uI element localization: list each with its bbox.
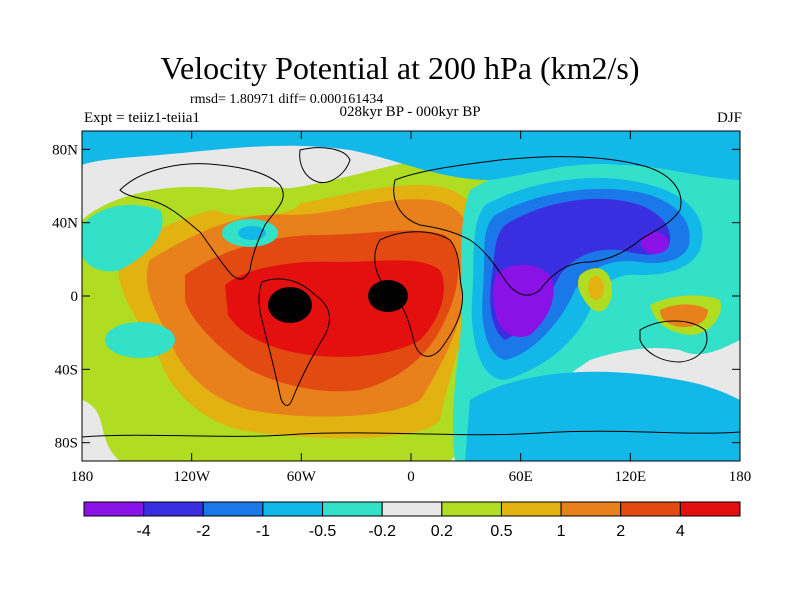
coast-eurasia: [393, 156, 682, 296]
fill-neg-south: [465, 371, 740, 461]
coastlines: [82, 147, 740, 438]
colorbar-swatch: [441, 501, 502, 517]
colorbar-swatch: [83, 501, 145, 517]
colorbar-label: -4: [137, 523, 151, 540]
lat-tick-label: 40N: [52, 216, 78, 232]
period-label: 028kyr BP - 000kyr BP: [339, 104, 481, 120]
fill-pos-mc-inner: [588, 276, 604, 300]
colorbar-label: -0.2: [368, 523, 396, 540]
stats-label: rmsd= 1.80971 diff= 0.000161434: [190, 92, 384, 107]
lon-tick-label: 60W: [287, 469, 317, 485]
colorbar-swatch: [500, 501, 562, 517]
lon-tick-label: 180: [729, 469, 752, 485]
plot-title: Velocity Potential at 200 hPa (km2/s): [160, 50, 640, 86]
fill-neg-north: [82, 131, 740, 180]
fill-pos-natl: [205, 187, 303, 216]
colorbar-swatch: [620, 501, 681, 517]
colorbar-label: -0.5: [309, 523, 337, 540]
colorbar-swatch: [560, 501, 622, 517]
lon-tick-label: 0: [407, 469, 415, 485]
fill-neg-epac: [105, 322, 175, 358]
lon-tick-label: 120W: [173, 469, 211, 485]
colorbar-label: 4: [676, 523, 685, 540]
lon-axis: 180 120W 60W 0 60E 120E 180: [71, 131, 752, 485]
colorbar: -4 -2 -1 -0.5 -0.2 0.2 0.5 1 2 4: [83, 501, 741, 540]
coast-africa: [374, 231, 464, 357]
lon-tick-label: 60E: [509, 469, 533, 485]
coast-north-america: [119, 163, 284, 280]
fill-pos-max-2: [368, 280, 408, 312]
lat-tick-label: 40S: [55, 362, 78, 378]
lat-tick-label: 80N: [52, 142, 78, 158]
lon-tick-label: 120E: [614, 469, 646, 485]
colorbar-swatch: [322, 501, 383, 517]
fill-neg-natl-inner: [238, 226, 266, 240]
lat-tick-label: 80S: [55, 436, 78, 452]
coast-greenland: [299, 147, 351, 184]
colorbar-swatch: [381, 501, 443, 517]
lon-tick-label: 180: [71, 469, 94, 485]
experiment-label: Expt = teiiz1-teiia1: [84, 110, 200, 126]
colorbar-swatch: [262, 501, 324, 517]
colorbar-label: 0.2: [431, 523, 453, 540]
lat-axis: 80N 40N 0 40S 80S: [52, 142, 740, 452]
colorbar-label: 2: [616, 523, 625, 540]
fill-neg-4: [493, 264, 554, 338]
coast-antarctica: [82, 430, 740, 438]
coast-australia: [639, 320, 708, 363]
lat-tick-label: 0: [71, 289, 79, 305]
contour-field: [82, 131, 740, 461]
colorbar-swatch: [143, 501, 204, 517]
season-label: DJF: [716, 110, 742, 126]
colorbar-label: 1: [557, 523, 566, 540]
colorbar-swatch: [202, 501, 264, 517]
colorbar-label: -2: [196, 523, 210, 540]
fill-neg-4-east: [641, 232, 669, 254]
colorbar-label: -1: [256, 523, 270, 540]
coast-south-america: [258, 278, 330, 406]
colorbar-label: 0.5: [490, 523, 512, 540]
colorbar-swatch: [679, 501, 741, 517]
fill-neg-npac: [82, 205, 163, 272]
fill-pos-max-1: [268, 287, 312, 323]
